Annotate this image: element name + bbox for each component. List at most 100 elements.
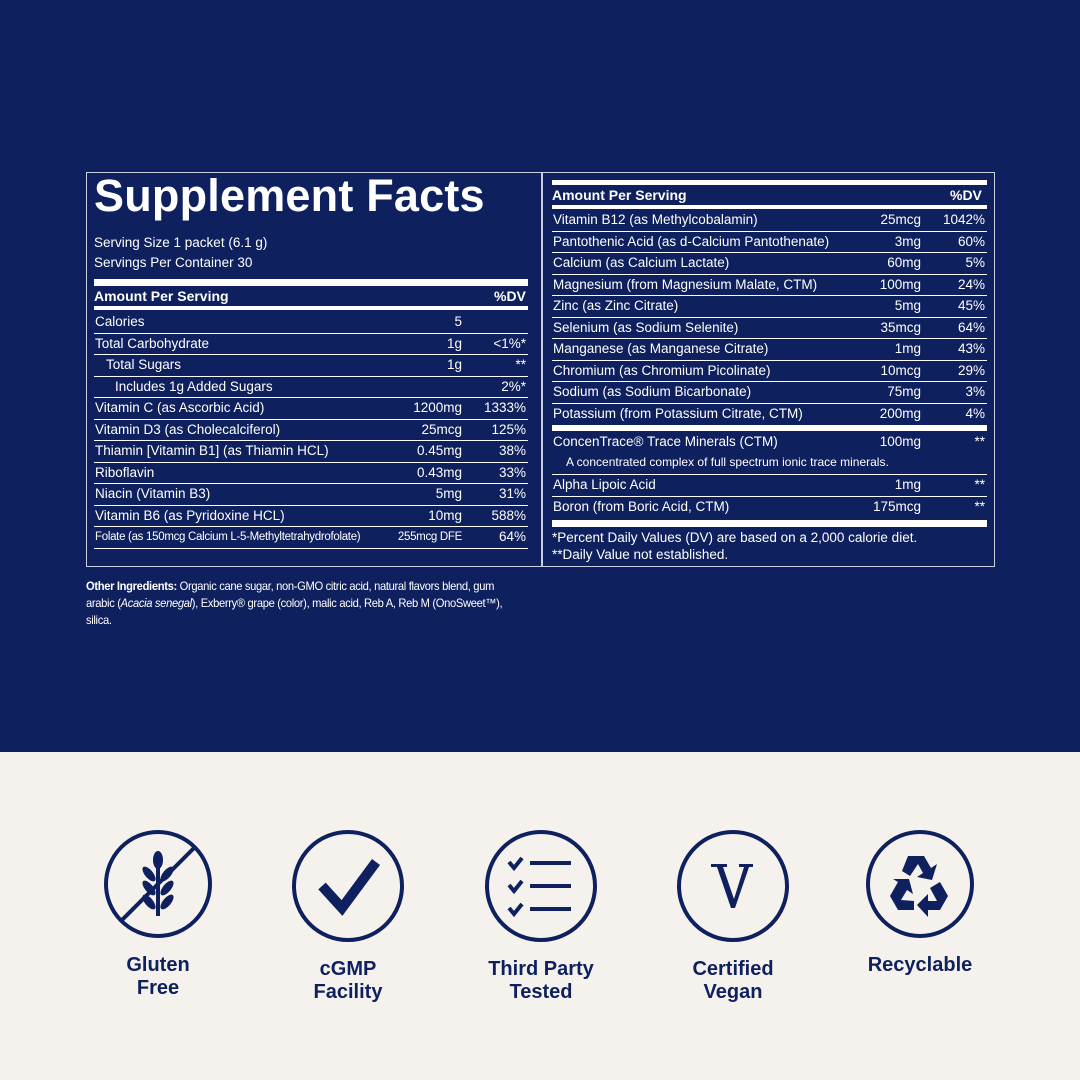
nutrient-name: Thiamin [Vitamin B1] (as Thiamin HCL) — [95, 443, 329, 458]
label-title: Supplement Facts — [94, 170, 485, 221]
nutrient-name: Folate (as 150mcg Calcium L-5-Methyltetr… — [95, 531, 361, 543]
nutrient-row: Riboflavin 0.43mg 33% — [94, 463, 528, 484]
thick-rule — [552, 425, 987, 431]
rule — [552, 205, 987, 209]
nutrient-row: Vitamin C (as Ascorbic Acid) 1200mg 1333% — [94, 398, 528, 420]
label-panel: Supplement Facts Serving Size 1 packet (… — [0, 0, 1080, 752]
nutrient-row: Manganese (as Manganese Citrate) 1mg 43% — [552, 339, 987, 361]
other-ingredients-text: ), Exberry® grape (color), malic acid, R… — [86, 596, 503, 627]
nutrient-amount: 100mg — [879, 434, 921, 449]
nutrient-dv: 64% — [957, 319, 985, 335]
nutrient-row: Includes 1g Added Sugars 2%* — [94, 377, 528, 398]
nutrient-name: Niacin (Vitamin B3) — [95, 486, 211, 501]
nutrient-row: Total Sugars 1g ** — [94, 355, 528, 377]
nutrient-amount: 3mg — [894, 233, 921, 249]
nutrient-row: Boron (from Boric Acid, CTM) 175mcg ** — [552, 497, 987, 518]
nutrient-dv: 2%* — [501, 378, 526, 394]
other-ingredients-label: Other Ingredients: — [86, 579, 177, 593]
nutrient-name: Magnesium (from Magnesium Malate, CTM) — [553, 276, 818, 292]
servings-per-container: Servings Per Container 30 — [94, 255, 253, 270]
nutrient-name: Vitamin D3 (as Cholecalciferol) — [95, 421, 281, 437]
nutrient-dv: 1042% — [942, 212, 985, 227]
nutrient-name: Total Sugars — [106, 357, 182, 372]
badge-label: cGMP Facility — [258, 958, 438, 1004]
left-table: Calories 5 Total Carbohydrate 1g <1%* Total S… — [94, 312, 528, 549]
vegan-icon — [677, 830, 789, 942]
nutrient-amount: 10mg — [428, 507, 462, 523]
thick-rule — [552, 180, 987, 185]
label-frame — [86, 172, 995, 567]
rule — [94, 306, 528, 310]
nutrient-amount: 1mg — [894, 477, 921, 492]
nutrient-dv: 125% — [491, 421, 526, 437]
nutrient-amount: 60mg — [887, 255, 921, 270]
nutrient-row: Magnesium (from Magnesium Malate, CTM) 10… — [552, 275, 987, 296]
nutrient-amount: 100mg — [879, 276, 921, 292]
nutrient-amount: 10mcg — [880, 362, 921, 378]
nutrient-amount: 5mg — [435, 486, 462, 501]
nutrient-row: Thiamin [Vitamin B1] (as Thiamin HCL) 0.4… — [94, 441, 528, 463]
nutrient-row: Folate (as 150mcg Calcium L-5-Methyltetr… — [94, 527, 528, 549]
nutrient-name: Calories — [95, 314, 145, 329]
nutrient-dv: ** — [974, 477, 985, 492]
nutrient-amount: 25mcg — [421, 421, 462, 437]
nutrient-amount: 5 — [454, 314, 462, 329]
nutrient-name: Sodium (as Sodium Bicarbonate) — [553, 384, 752, 399]
column-header: %DV — [494, 288, 526, 304]
nutrient-name: Manganese (as Manganese Citrate) — [553, 341, 769, 356]
nutrient-dv: 38% — [498, 443, 526, 458]
badge: Certified Vegan — [643, 828, 823, 1004]
other-ingredients-italic: Acacia senegal — [120, 596, 192, 610]
badge-label: Gluten Free — [68, 954, 248, 1000]
nutrient-dv: 3% — [965, 384, 985, 399]
nutrient-row: Niacin (Vitamin B3) 5mg 31% — [94, 484, 528, 506]
thick-rule — [552, 520, 987, 527]
column-header: %DV — [950, 187, 982, 203]
badge-label-line: Third Party — [488, 958, 594, 980]
footnote: *Percent Daily Values (DV) are based on … — [552, 530, 918, 545]
badge: Recyclable — [830, 828, 1010, 977]
nutrient-amount: 75mg — [887, 384, 921, 399]
nutrient-amount: 200mg — [879, 405, 921, 421]
nutrient-name: Selenium (as Sodium Selenite) — [553, 319, 739, 335]
nutrient-dv: <1%* — [493, 335, 526, 351]
nutrient-amount: 0.43mg — [416, 464, 462, 480]
column-header: Amount Per Serving — [94, 288, 229, 304]
nutrient-name: Chromium (as Chromium Picolinate) — [553, 362, 771, 378]
nutrient-row: Vitamin D3 (as Cholecalciferol) 25mcg 125% — [94, 420, 528, 441]
nutrient-row: Alpha Lipoic Acid 1mg ** — [552, 475, 987, 497]
other-ingredients: Other Ingredients: Organic cane sugar, n… — [86, 578, 516, 629]
nutrient-amount: 1g — [446, 357, 462, 372]
nutrient-dv: 64% — [498, 529, 526, 544]
badge: cGMP Facility — [258, 828, 438, 1004]
nutrient-row: Calcium (as Calcium Lactate) 60mg 5% — [552, 253, 987, 275]
nutrient-dv: ** — [515, 357, 526, 372]
nutrient-amount: 35mcg — [880, 319, 921, 335]
nutrient-row: Selenium (as Sodium Selenite) 35mcg 64% — [552, 318, 987, 339]
nutrient-name: Calcium (as Calcium Lactate) — [553, 255, 730, 270]
badge-label: Certified Vegan — [643, 958, 823, 1004]
nutrient-dv: 24% — [957, 276, 985, 292]
nutrient-row: Vitamin B12 (as Methylcobalamin) 25mcg 104… — [552, 210, 987, 232]
badge: Gluten Free — [68, 828, 248, 1000]
nutrient-row: Calories 5 — [94, 312, 528, 334]
nutrient-name: Pantothenic Acid (as d-Calcium Pantothen… — [553, 233, 830, 249]
nutrient-amount: 25mcg — [880, 212, 921, 227]
nutrient-dv: 5% — [965, 255, 985, 270]
nutrient-amount: 1200mg — [413, 400, 462, 415]
right-table-blend: ConcenTrace® Trace Minerals (CTM) 100mg **… — [552, 432, 987, 517]
nutrient-dv: 4% — [965, 405, 985, 421]
nutrient-name: Total Carbohydrate — [95, 335, 210, 351]
footnote: **Daily Value not established. — [552, 547, 729, 562]
badge-label-line: Free — [136, 977, 180, 999]
nutrient-dv: 1333% — [483, 400, 526, 415]
nutrient-dv: 588% — [491, 507, 526, 523]
nutrient-name: Alpha Lipoic Acid — [553, 477, 656, 492]
thick-rule — [94, 279, 528, 286]
nutrient-name: Riboflavin — [95, 464, 155, 480]
column-header: Amount Per Serving — [552, 187, 687, 203]
badge-label-line: cGMP — [319, 958, 377, 980]
third-party-icon — [485, 830, 597, 942]
badge-label-line: Recyclable — [867, 954, 973, 976]
